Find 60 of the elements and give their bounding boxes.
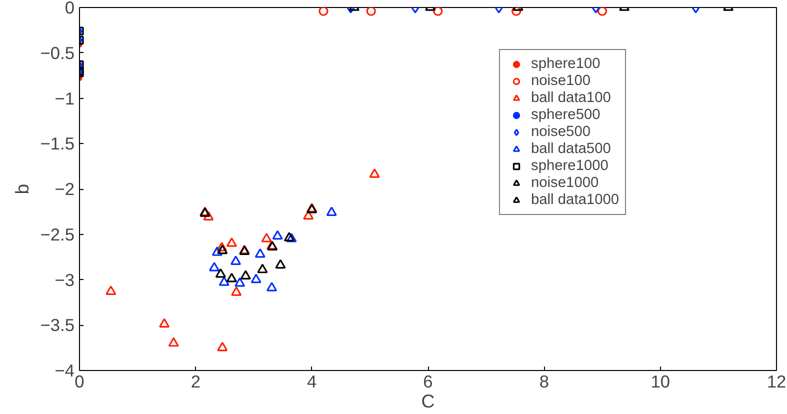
legend-label: noise100: [531, 73, 590, 89]
legend-label: ball data100: [531, 90, 611, 106]
point: [168, 337, 179, 347]
y-axis-title: b: [11, 184, 32, 194]
x-tick-label: 4: [307, 372, 318, 392]
point: [218, 276, 230, 286]
point: [511, 8, 522, 16]
y-tick-label: 0: [64, 0, 75, 18]
point: [254, 248, 266, 258]
point: [266, 282, 278, 292]
point: [203, 211, 214, 221]
y-tick-label: −2: [54, 179, 75, 199]
point: [208, 262, 220, 272]
x-tick-label: 6: [423, 372, 433, 392]
legend-label: noise500: [531, 124, 590, 140]
point: [230, 256, 242, 265]
point: [303, 210, 314, 220]
y-tick-label: −0.5: [40, 42, 75, 63]
legend-label: ball data1000: [531, 192, 620, 208]
point: [217, 244, 228, 254]
point: [234, 277, 246, 287]
point: [231, 286, 242, 296]
point: [250, 274, 262, 284]
legend-label: sphere500: [531, 107, 600, 123]
legend-label: ball data500: [531, 141, 611, 157]
y-tick-label: −1: [54, 88, 75, 108]
point: [366, 8, 376, 16]
legend-label: sphere100: [531, 56, 600, 72]
x-axis-title: C: [421, 390, 435, 412]
point: [261, 232, 272, 242]
point: [272, 230, 283, 240]
point: [215, 268, 226, 278]
y-tick-label: −4: [54, 360, 75, 380]
y-tick-label: −3.5: [40, 315, 75, 336]
legend-label: noise1000: [531, 175, 599, 191]
point: [159, 318, 170, 328]
point: [217, 342, 228, 352]
point: [226, 237, 237, 247]
point: [286, 232, 297, 242]
x-tick-label: 10: [650, 372, 670, 392]
point: [226, 272, 237, 282]
point: [240, 270, 251, 280]
point: [275, 259, 286, 269]
y-tick-label: −3: [54, 270, 75, 290]
point: [216, 242, 228, 252]
point: [284, 232, 294, 242]
y-tick-label: −1.5: [40, 134, 75, 154]
point: [369, 168, 380, 178]
point: [212, 246, 222, 256]
x-tick-label: 2: [190, 372, 200, 392]
point: [318, 8, 328, 16]
point: [257, 264, 268, 274]
point: [326, 206, 337, 216]
y-tick-label: −2.5: [40, 224, 75, 244]
point: [597, 8, 608, 16]
legend-label: sphere1000: [531, 158, 608, 174]
x-tick-label: 8: [539, 372, 549, 392]
point: [106, 286, 116, 295]
point: [433, 8, 443, 16]
x-tick-label: 12: [766, 372, 786, 392]
